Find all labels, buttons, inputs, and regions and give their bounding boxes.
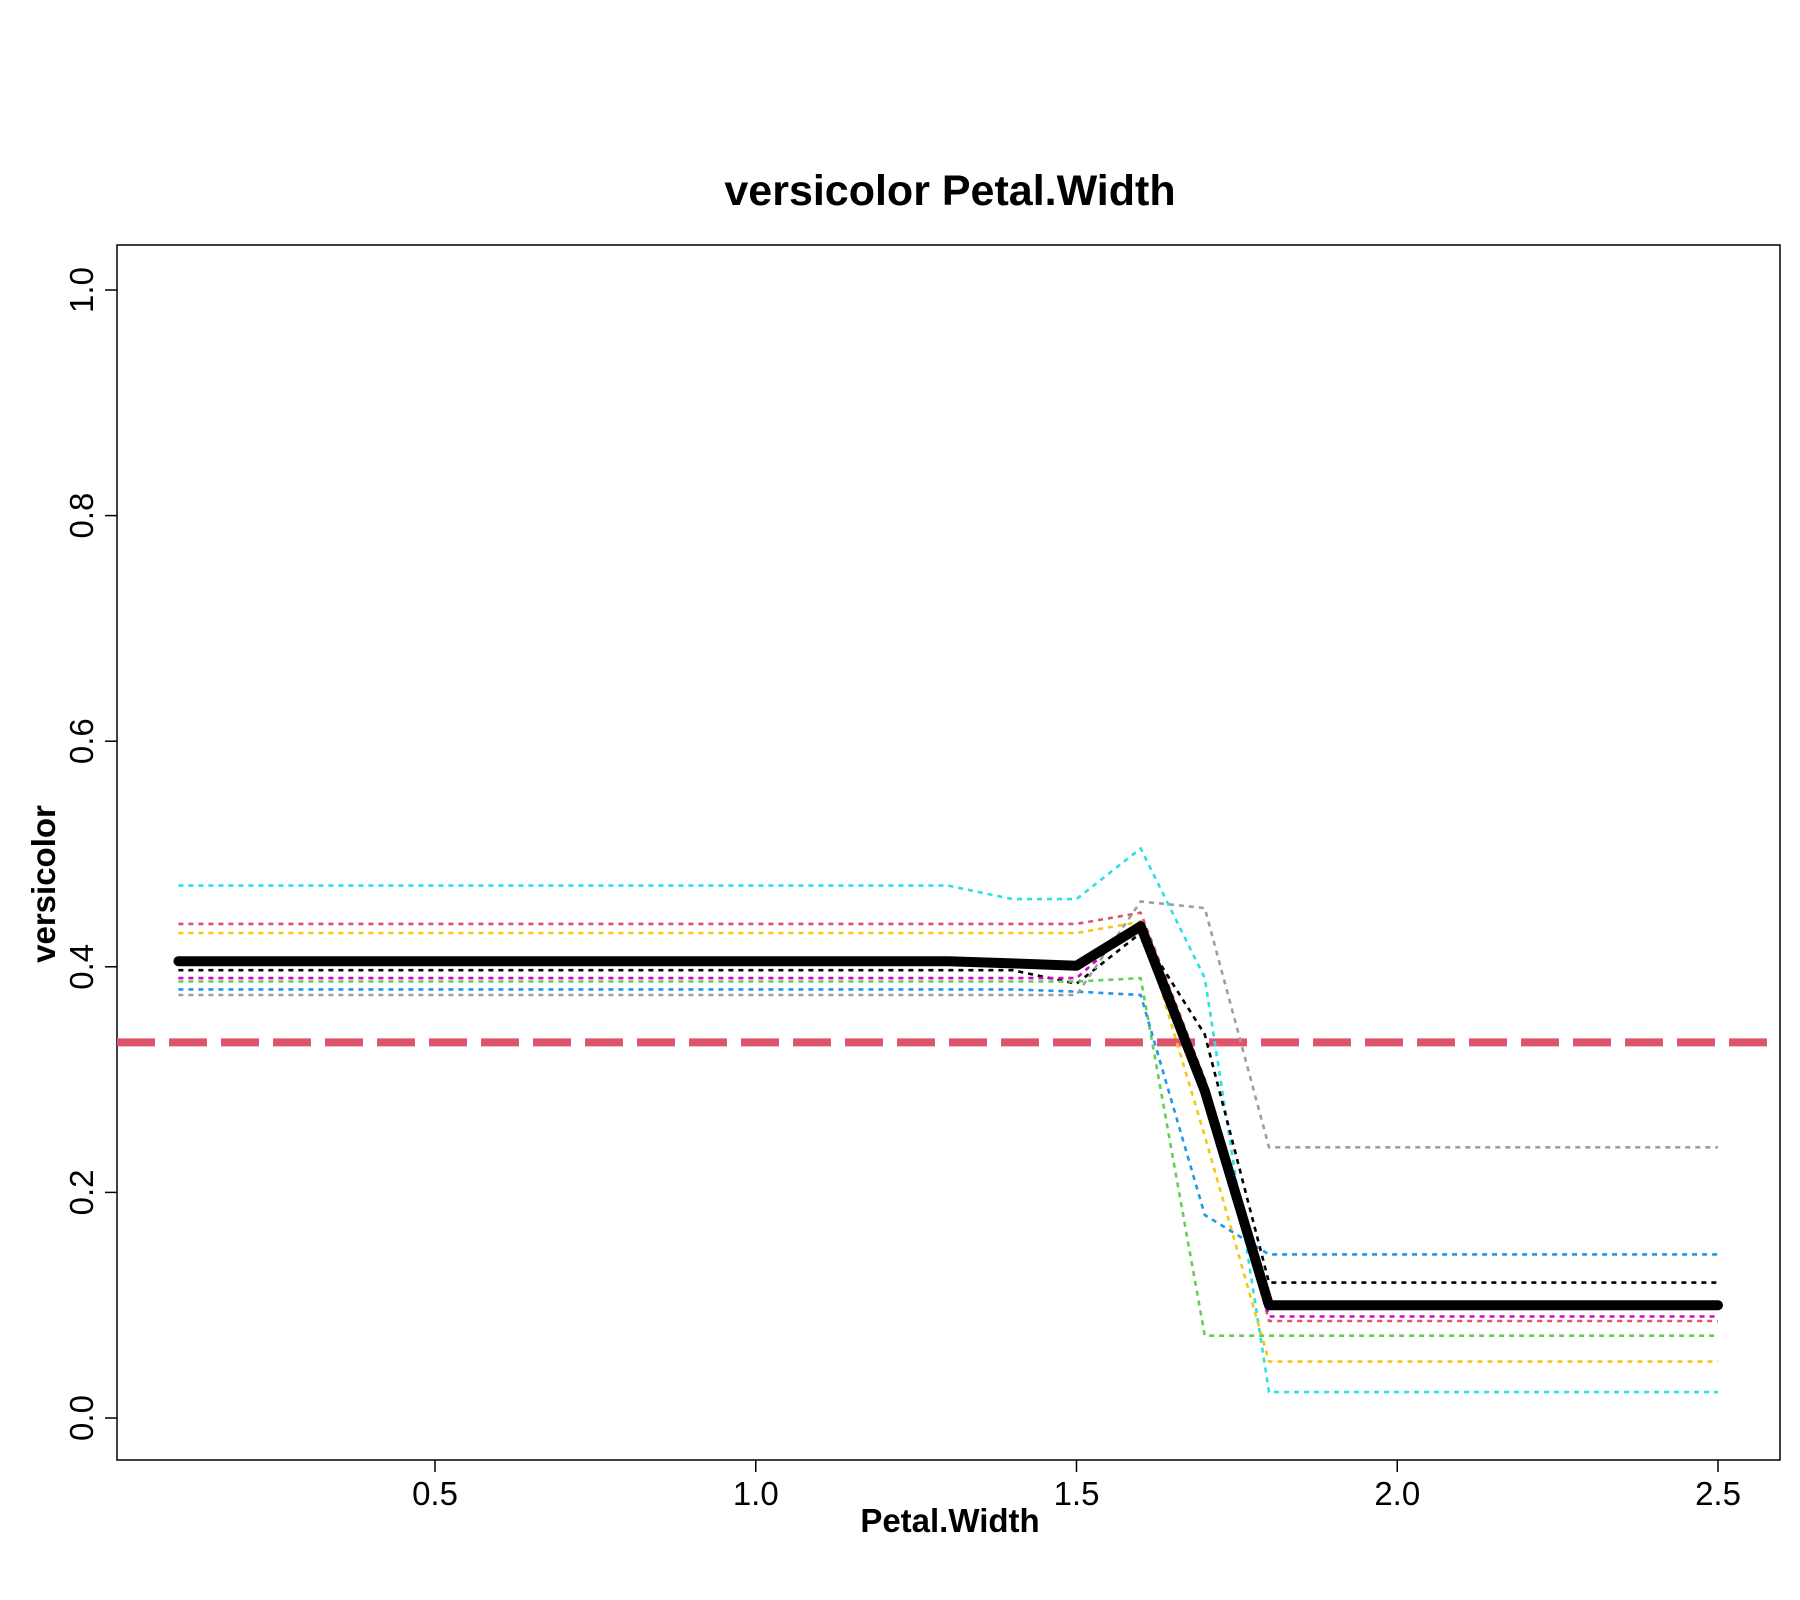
ice-series-line-8 [178,900,1718,1149]
y-tick-label: 1.0 [63,267,100,313]
ice-series-line-2 [178,911,1718,1323]
y-axis-title: versicolor [25,805,62,963]
x-tick-label: 2.0 [1374,1475,1420,1512]
ice-series-line-1 [178,847,1718,1394]
x-tick-label: 2.5 [1695,1475,1741,1512]
mean-series-line [173,921,1723,1311]
plot-area [117,847,1780,1394]
y-tick-label: 0.0 [63,1395,100,1441]
y-tick-label: 0.6 [63,718,100,764]
x-tick-label: 1.0 [733,1475,779,1512]
chart-title: versicolor Petal.Width [724,167,1175,215]
x-tick-label: 1.5 [1054,1475,1100,1512]
ice-series-line-6 [178,976,1718,1337]
ice-series-line-7 [178,988,1718,1256]
plot-frame [116,244,1781,1461]
x-axis-title: Petal.Width [860,1502,1039,1539]
y-tick-label: 0.4 [63,944,100,990]
y-axis: 0.0 0.2 0.4 0.6 0.8 1.0 [63,267,117,1441]
ice-series-line-3 [178,920,1718,1363]
y-tick-label: 0.2 [63,1169,100,1215]
ice-series-line-4 [178,931,1718,1284]
y-tick-label: 0.8 [63,493,100,539]
x-tick-label: 0.5 [412,1475,458,1512]
x-axis: 0.5 1.0 1.5 2.0 2.5 [412,1460,1741,1512]
